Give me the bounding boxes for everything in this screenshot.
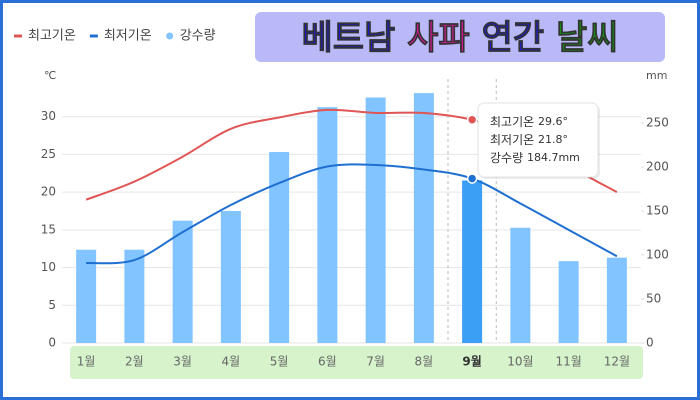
y-tick-label: 15	[41, 222, 56, 236]
x-tick-label: 1월	[77, 355, 96, 369]
y2-tick-label: 0	[646, 336, 654, 350]
tooltip-line: 강수량 184.7mm	[490, 151, 580, 165]
line	[86, 163, 618, 265]
title-word: 날씨	[556, 18, 619, 58]
bar	[172, 220, 193, 343]
y2-tick-label: 100	[646, 248, 669, 262]
legend-swatch	[166, 32, 174, 40]
bar	[124, 249, 145, 343]
tooltip-line: 최고기온 29.6°	[490, 115, 568, 129]
title-box	[255, 12, 665, 62]
x-tick-label: 12월	[604, 355, 630, 369]
title-word: 베트남	[301, 18, 395, 58]
bar	[220, 211, 241, 343]
bar	[558, 261, 579, 343]
x-tick-label: 8월	[415, 355, 434, 369]
y-axis-unit: ℃	[44, 69, 56, 82]
tooltip-value: 29.6°	[538, 115, 568, 128]
legend-label: 강수량	[180, 29, 216, 44]
y2-tick-label: 200	[646, 160, 669, 174]
bar	[510, 227, 531, 343]
x-tick-label: 7월	[366, 355, 385, 369]
y2-axis-unit: mm	[646, 69, 667, 82]
legend-label: 최저기온	[104, 29, 152, 44]
chart-title: 베트남 사파 연간 날씨	[301, 18, 618, 58]
x-tick-label: 4월	[222, 355, 241, 369]
tooltip: 최고기온 29.6° 최저기온 21.8° 강수량 184.7mm	[477, 102, 600, 179]
tooltip-value: 184.7mm	[527, 151, 580, 164]
bar	[365, 97, 386, 343]
y2-tick-label: 250	[646, 116, 669, 130]
y2-tick-label: 50	[646, 292, 661, 306]
tooltip-line: 최저기온 21.8°	[490, 133, 568, 147]
bar	[317, 107, 338, 343]
title-word: 연간	[482, 18, 545, 58]
y-tick-label: 0	[48, 336, 56, 350]
tooltip-name: 최저기온	[490, 133, 534, 147]
x-tick-label: 2월	[125, 355, 144, 369]
bar	[76, 249, 97, 343]
active-point	[466, 173, 478, 184]
x-tick-label: 5월	[270, 355, 289, 369]
y2-tick-label: 150	[646, 204, 669, 218]
bar	[269, 152, 290, 343]
category-band	[70, 346, 643, 379]
tooltip-box	[477, 102, 599, 178]
x-tick-label: 6월	[318, 355, 337, 369]
active-point	[466, 114, 478, 125]
y-tick-label: 10	[41, 260, 56, 274]
bar	[606, 257, 627, 343]
y-tick-label: 25	[41, 147, 56, 161]
x-tick-label: 10월	[507, 355, 533, 369]
y-tick-label: 20	[41, 185, 56, 199]
x-tick-label: 3월	[173, 355, 192, 369]
legend-label: 최고기온	[28, 29, 76, 44]
tooltip-name: 최고기온	[490, 115, 534, 129]
x-tick-label: 9월	[462, 354, 481, 369]
title-word: 사파	[407, 18, 470, 58]
tooltip-value: 21.8°	[538, 133, 568, 146]
tooltip-name: 강수량	[490, 151, 523, 165]
x-tick-label: 11월	[555, 355, 581, 369]
y-tick-label: 30	[41, 109, 56, 123]
bar	[462, 180, 483, 343]
y-tick-label: 5	[48, 298, 56, 312]
bar	[413, 93, 434, 343]
